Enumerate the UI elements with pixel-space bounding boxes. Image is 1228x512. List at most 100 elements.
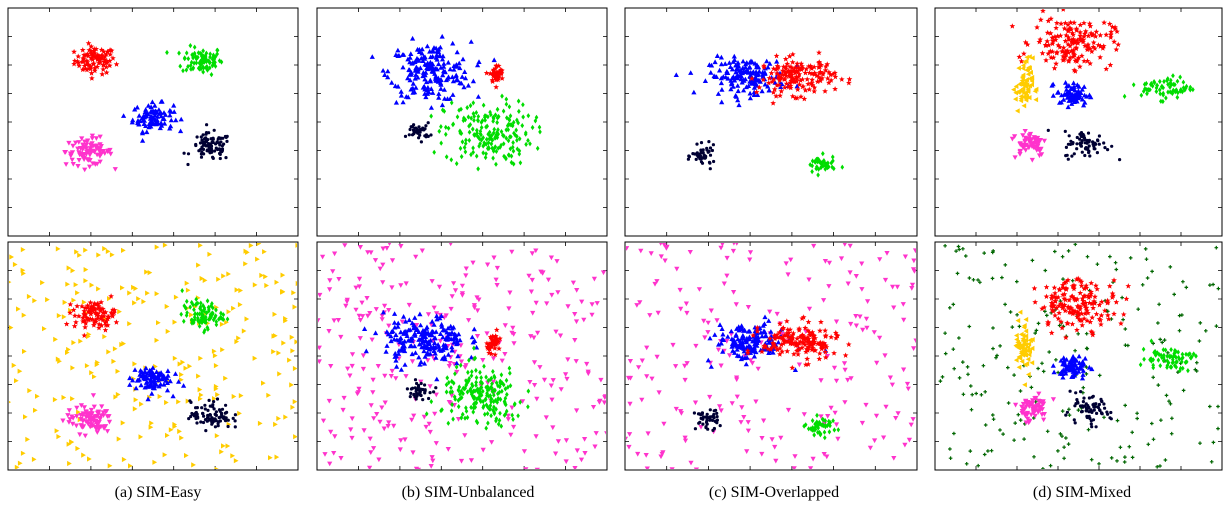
scatter-point [548, 255, 554, 261]
scatter-point [1130, 455, 1135, 460]
scatter-point [458, 128, 462, 134]
scatter-point [94, 414, 100, 419]
scatter-point [1019, 404, 1025, 410]
scatter-point [800, 83, 806, 89]
scatter-point [731, 290, 737, 295]
scatter-point [96, 321, 102, 327]
scatter-point [1067, 43, 1073, 49]
scatter-point [563, 372, 569, 377]
scatter-point [454, 360, 460, 366]
scatter-point [100, 149, 106, 154]
scatter-point [349, 435, 355, 441]
scatter-point [1068, 360, 1074, 365]
scatter-point [943, 244, 947, 248]
axis-ticks [935, 8, 1222, 236]
scatter-point [429, 113, 433, 119]
scatter-point [506, 121, 511, 127]
scatter-point [1066, 249, 1071, 253]
scatter-point [1098, 298, 1105, 305]
scatter-point [1158, 91, 1162, 97]
scatter-point [96, 325, 102, 331]
scatter-point [1069, 310, 1076, 317]
scatter-point [1120, 295, 1124, 300]
scatter-point [505, 391, 509, 398]
scatter-point [389, 258, 396, 263]
scatter-point [1041, 401, 1047, 407]
scatter-point [799, 339, 806, 346]
scatter-point [189, 312, 194, 318]
scatter-point [485, 392, 489, 399]
scatter-point [106, 349, 111, 355]
scatter-point [1085, 310, 1091, 316]
scatter-point [220, 414, 224, 419]
scatter-point [909, 282, 916, 288]
scatter-point [217, 416, 221, 420]
scatter-point [1043, 293, 1050, 299]
scatter-point [87, 299, 94, 305]
scatter-point [1072, 39, 1078, 46]
scatter-point [211, 136, 215, 140]
scatter-point [741, 415, 747, 420]
scatter-point [747, 257, 753, 263]
scatter-point [448, 323, 454, 329]
scatter-point [189, 400, 193, 404]
scatter-point [409, 335, 415, 341]
scatter-point [493, 112, 498, 118]
scatter-point [793, 78, 800, 84]
scatter-point [706, 150, 710, 154]
scatter-point [1073, 25, 1080, 32]
scatter-point [721, 281, 727, 287]
scatter-point [776, 329, 783, 335]
scatter-point [271, 349, 276, 355]
scatter-point [820, 422, 825, 428]
scatter-point [783, 80, 790, 87]
scatter-point [780, 334, 786, 340]
scatter-point [809, 341, 816, 348]
scatter-point [391, 320, 398, 325]
scatter-point [831, 365, 838, 371]
scatter-point [143, 107, 149, 112]
scatter-point [380, 309, 386, 315]
scatter-point [67, 309, 73, 316]
scatter-point [460, 139, 465, 145]
scatter-point [793, 73, 800, 80]
scatter-point [220, 407, 225, 411]
scatter-point [400, 343, 406, 349]
scatter-point [451, 380, 456, 386]
scatter-point [1089, 457, 1094, 462]
scatter-point [405, 56, 411, 62]
scatter-point [210, 301, 214, 307]
scatter-point [451, 339, 457, 345]
scatter-point [225, 443, 231, 449]
series-2-points [1049, 80, 1094, 110]
scatter-point [1157, 302, 1161, 307]
scatter-point [490, 381, 494, 387]
scatter-point [1061, 25, 1068, 31]
scatter-point [1092, 33, 1099, 39]
scatter-point [204, 429, 208, 433]
scatter-point [704, 425, 708, 429]
scatter-point [473, 132, 477, 138]
scatter-point [387, 243, 392, 246]
scatter-point [219, 315, 223, 321]
scatter-point [1021, 103, 1027, 109]
scatter-point [335, 318, 341, 323]
scatter-point [91, 319, 98, 325]
scatter-point [495, 399, 499, 405]
scatter-point [1081, 102, 1087, 108]
scatter-point [395, 324, 401, 329]
scatter-point [215, 47, 219, 53]
scatter-point [744, 449, 750, 454]
scatter-point [1091, 140, 1095, 144]
scatter-point [1067, 19, 1074, 25]
scatter-point [218, 147, 222, 152]
scatter-point [801, 337, 808, 343]
scatter-point [523, 467, 529, 469]
scatter-point [479, 124, 484, 131]
scatter-point [1076, 368, 1082, 374]
scatter-point [682, 438, 689, 444]
scatter-point [796, 362, 802, 368]
scatter-point [149, 370, 156, 375]
scatter-point [749, 59, 755, 64]
scatter-point [1017, 141, 1023, 146]
